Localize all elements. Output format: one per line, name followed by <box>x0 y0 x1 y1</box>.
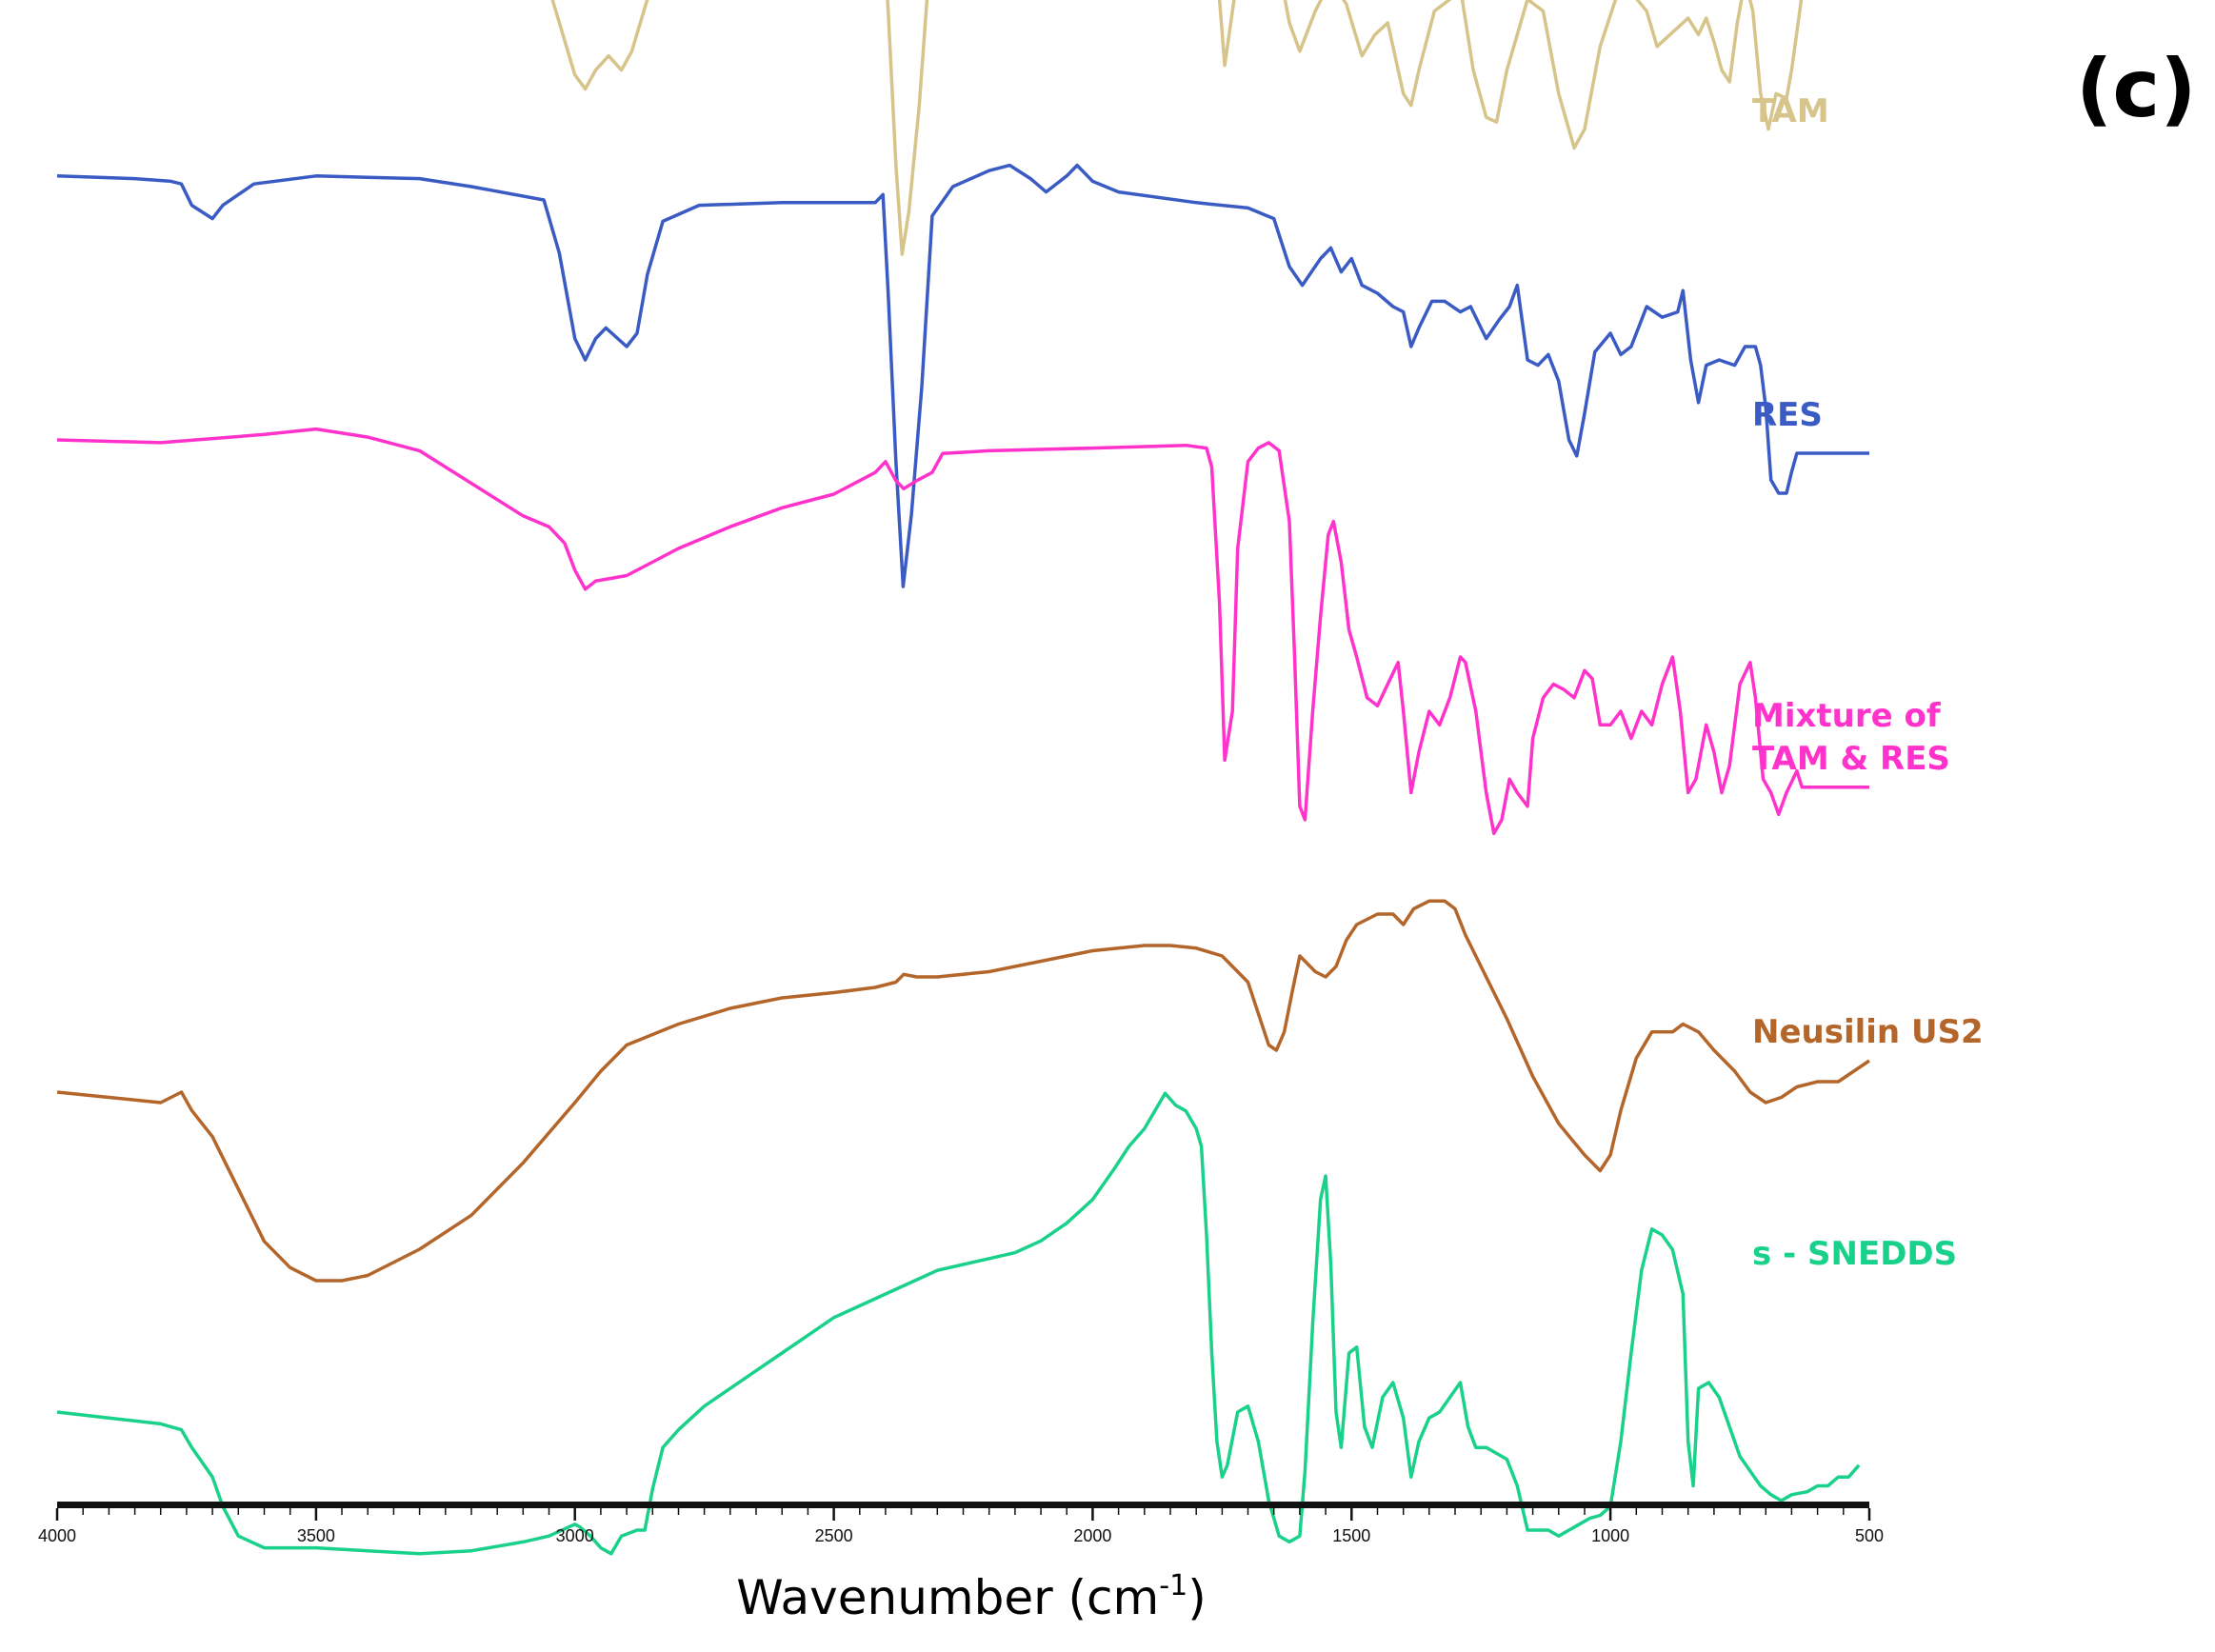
series-line-mixture-of-tam-res <box>56 427 1869 836</box>
series-label-line: TAM & RES <box>1752 740 1950 778</box>
series-label-line: RES <box>1752 396 1823 434</box>
series-label-neusilin-us2: Neusilin US2 <box>1752 1013 1984 1051</box>
x-axis: 4000 3500 3000 2500 2000 1500 1000 500 <box>38 1502 1884 1545</box>
series-label-line: s - SNEDDS <box>1752 1235 1957 1273</box>
series-label-line: TAM <box>1752 92 1829 130</box>
series-line-res <box>56 163 1869 588</box>
series-label-line: Neusilin US2 <box>1752 1013 1984 1051</box>
x-tick-label: 2500 <box>815 1526 853 1545</box>
x-tick-label: 4000 <box>38 1526 76 1545</box>
series-label-mixture-of-tam-res: Mixture of TAM & RES <box>1752 697 1950 778</box>
series-group <box>56 0 1870 1556</box>
x-axis-title-superscript: -1 <box>1159 1569 1187 1602</box>
x-tick-label: 500 <box>1855 1526 1884 1545</box>
x-axis-title-close: ) <box>1187 1570 1207 1625</box>
series-line-s-snedds <box>56 1091 1861 1556</box>
series-label-tam: TAM <box>1752 92 1829 130</box>
series-line-neusilin-us2 <box>56 899 1870 1283</box>
x-tick-label: 3500 <box>297 1526 335 1545</box>
x-tick-label: 1500 <box>1332 1526 1370 1545</box>
x-axis-title-main: Wavenumber (cm <box>736 1570 1159 1625</box>
x-axis-line <box>57 1502 1869 1508</box>
x-axis-title: Wavenumber (cm-1) <box>736 1569 1206 1625</box>
series-label-line: Mixture of <box>1752 697 1942 735</box>
x-tick-label: 2000 <box>1073 1526 1111 1545</box>
x-tick-label: 3000 <box>556 1526 594 1545</box>
panel-label: (c) <box>2076 42 2197 135</box>
series-line-tam <box>550 0 1804 256</box>
series-label-s-snedds: s - SNEDDS <box>1752 1235 1957 1273</box>
series-label-res: RES <box>1752 396 1823 434</box>
x-tick-label: 1000 <box>1591 1526 1629 1545</box>
series-labels: TAM RES Mixture of TAM & RES Neusilin US2 s -… <box>1752 92 1984 1273</box>
